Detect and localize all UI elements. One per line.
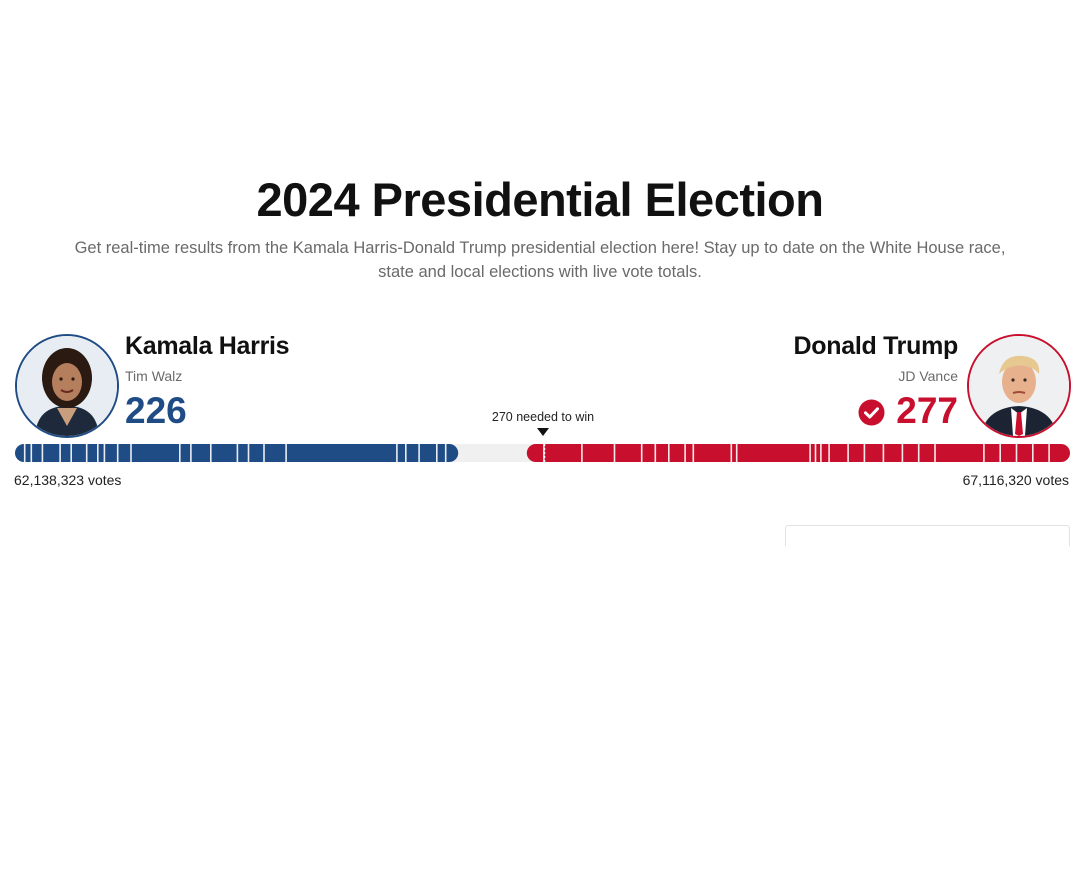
state-divider — [444, 444, 447, 462]
state-divider — [684, 444, 686, 462]
state-divider — [23, 444, 26, 462]
state-divider — [418, 444, 420, 462]
state-divider — [247, 444, 250, 462]
check-circle-icon — [858, 399, 885, 426]
page-title: 2024 Presidential Election — [256, 173, 824, 226]
state-divider — [285, 444, 287, 462]
state-divider — [130, 444, 132, 462]
state-divider — [882, 444, 885, 462]
state-divider — [179, 444, 181, 462]
trump-popular-votes: 67,116,320 votes — [962, 472, 1069, 488]
harris-name[interactable]: Kamala Harris — [125, 332, 290, 360]
state-divider — [116, 444, 119, 462]
state-divider — [847, 444, 849, 462]
state-divider — [97, 444, 99, 462]
threshold-label: 270 needed to win — [491, 410, 595, 424]
state-divider — [613, 444, 616, 462]
trump-ev-segment — [526, 444, 1070, 462]
state-divider — [30, 444, 33, 462]
state-divider — [85, 444, 88, 462]
state-divider — [640, 444, 643, 462]
state-divider — [263, 444, 265, 462]
threshold-marker-icon — [537, 428, 549, 436]
trump-running-mate: JD Vance — [898, 368, 958, 384]
state-divider — [820, 444, 822, 462]
state-divider — [1032, 444, 1034, 462]
state-divider — [396, 444, 398, 462]
state-divider — [934, 444, 936, 462]
state-divider — [814, 444, 817, 462]
state-divider — [730, 444, 733, 462]
trump-avatar[interactable] — [967, 334, 1071, 438]
state-divider — [863, 444, 866, 462]
state-divider — [59, 444, 61, 462]
side-panel — [785, 525, 1070, 546]
harris-popular-votes: 62,138,323 votes — [14, 472, 122, 488]
state-divider — [999, 444, 1001, 462]
state-divider — [581, 444, 583, 462]
state-divider — [1048, 444, 1050, 462]
state-divider — [1015, 444, 1018, 462]
trump-name[interactable]: Donald Trump — [793, 332, 959, 360]
state-divider — [70, 444, 72, 462]
state-divider — [436, 444, 438, 462]
state-divider — [210, 444, 212, 462]
harris-running-mate: Tim Walz — [125, 368, 183, 384]
page-subtitle: Get real-time results from the Kamala Ha… — [74, 239, 1006, 281]
state-divider — [917, 444, 920, 462]
electoral-vote-bar — [15, 444, 1070, 462]
state-divider — [735, 444, 738, 462]
harris-electoral-votes: 226 — [125, 390, 187, 431]
state-divider — [236, 444, 239, 462]
state-divider — [668, 444, 670, 462]
harris-avatar[interactable] — [15, 334, 119, 438]
state-divider — [828, 444, 830, 462]
state-divider — [190, 444, 192, 462]
trump-electoral-votes: 277 — [896, 390, 958, 431]
state-divider — [103, 444, 106, 462]
state-divider — [41, 444, 44, 462]
state-divider — [405, 444, 407, 462]
state-divider — [809, 444, 811, 462]
state-divider — [983, 444, 985, 462]
state-divider — [654, 444, 657, 462]
state-divider — [692, 444, 695, 462]
state-divider — [901, 444, 904, 462]
